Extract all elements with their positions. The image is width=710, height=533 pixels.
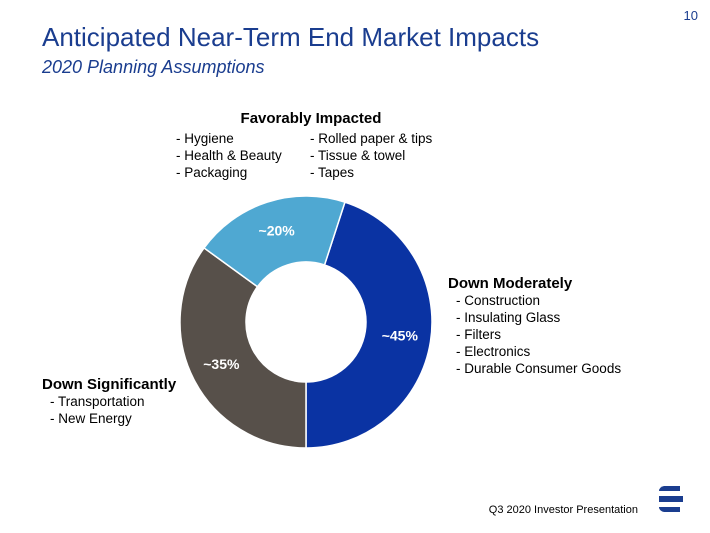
favorably-impacted-group: Favorably Impacted - Hygiene - Health & … — [176, 110, 446, 181]
list-item: - Durable Consumer Goods — [456, 361, 622, 376]
slice-label-2: ~35% — [203, 356, 240, 372]
list-item: - Packaging — [176, 165, 248, 180]
slide-title: Anticipated Near-Term End Market Impacts — [42, 22, 540, 52]
slide-subtitle: 2020 Planning Assumptions — [42, 57, 265, 77]
footer-text: Q3 2020 Investor Presentation — [488, 504, 638, 516]
list-item: - Tapes — [310, 165, 355, 180]
list-item: - Electronics — [456, 344, 531, 359]
donut-slice-3 — [203, 195, 346, 288]
slice-label-1: ~45% — [382, 328, 419, 344]
list-item: - Rolled paper & tips — [310, 131, 433, 146]
down-significantly-title: Down Significantly — [42, 376, 177, 393]
list-item: - Insulating Glass — [456, 310, 561, 325]
down-moderately-title: Down Moderately — [448, 275, 573, 292]
slice-label-3: ~20% — [259, 222, 296, 238]
down-significantly-group: Down Significantly - Transportation - Ne… — [42, 376, 176, 427]
list-item: - Construction — [456, 293, 541, 308]
favorably-impacted-title: Favorably Impacted — [240, 110, 382, 127]
list-item: - New Energy — [50, 411, 132, 426]
list-item: - Filters — [456, 327, 501, 342]
list-item: - Tissue & towel — [310, 148, 406, 163]
list-item: - Health & Beauty — [176, 148, 282, 163]
down-moderately-group: Down Moderately - Construction - Insulat… — [448, 275, 621, 377]
donut-slice-2 — [179, 246, 307, 449]
list-item: - Transportation — [50, 394, 145, 409]
page-number: 10 — [683, 8, 698, 23]
list-item: - Hygiene — [176, 131, 234, 146]
company-logo-icon — [658, 486, 683, 512]
donut-slice-1 — [305, 201, 433, 449]
